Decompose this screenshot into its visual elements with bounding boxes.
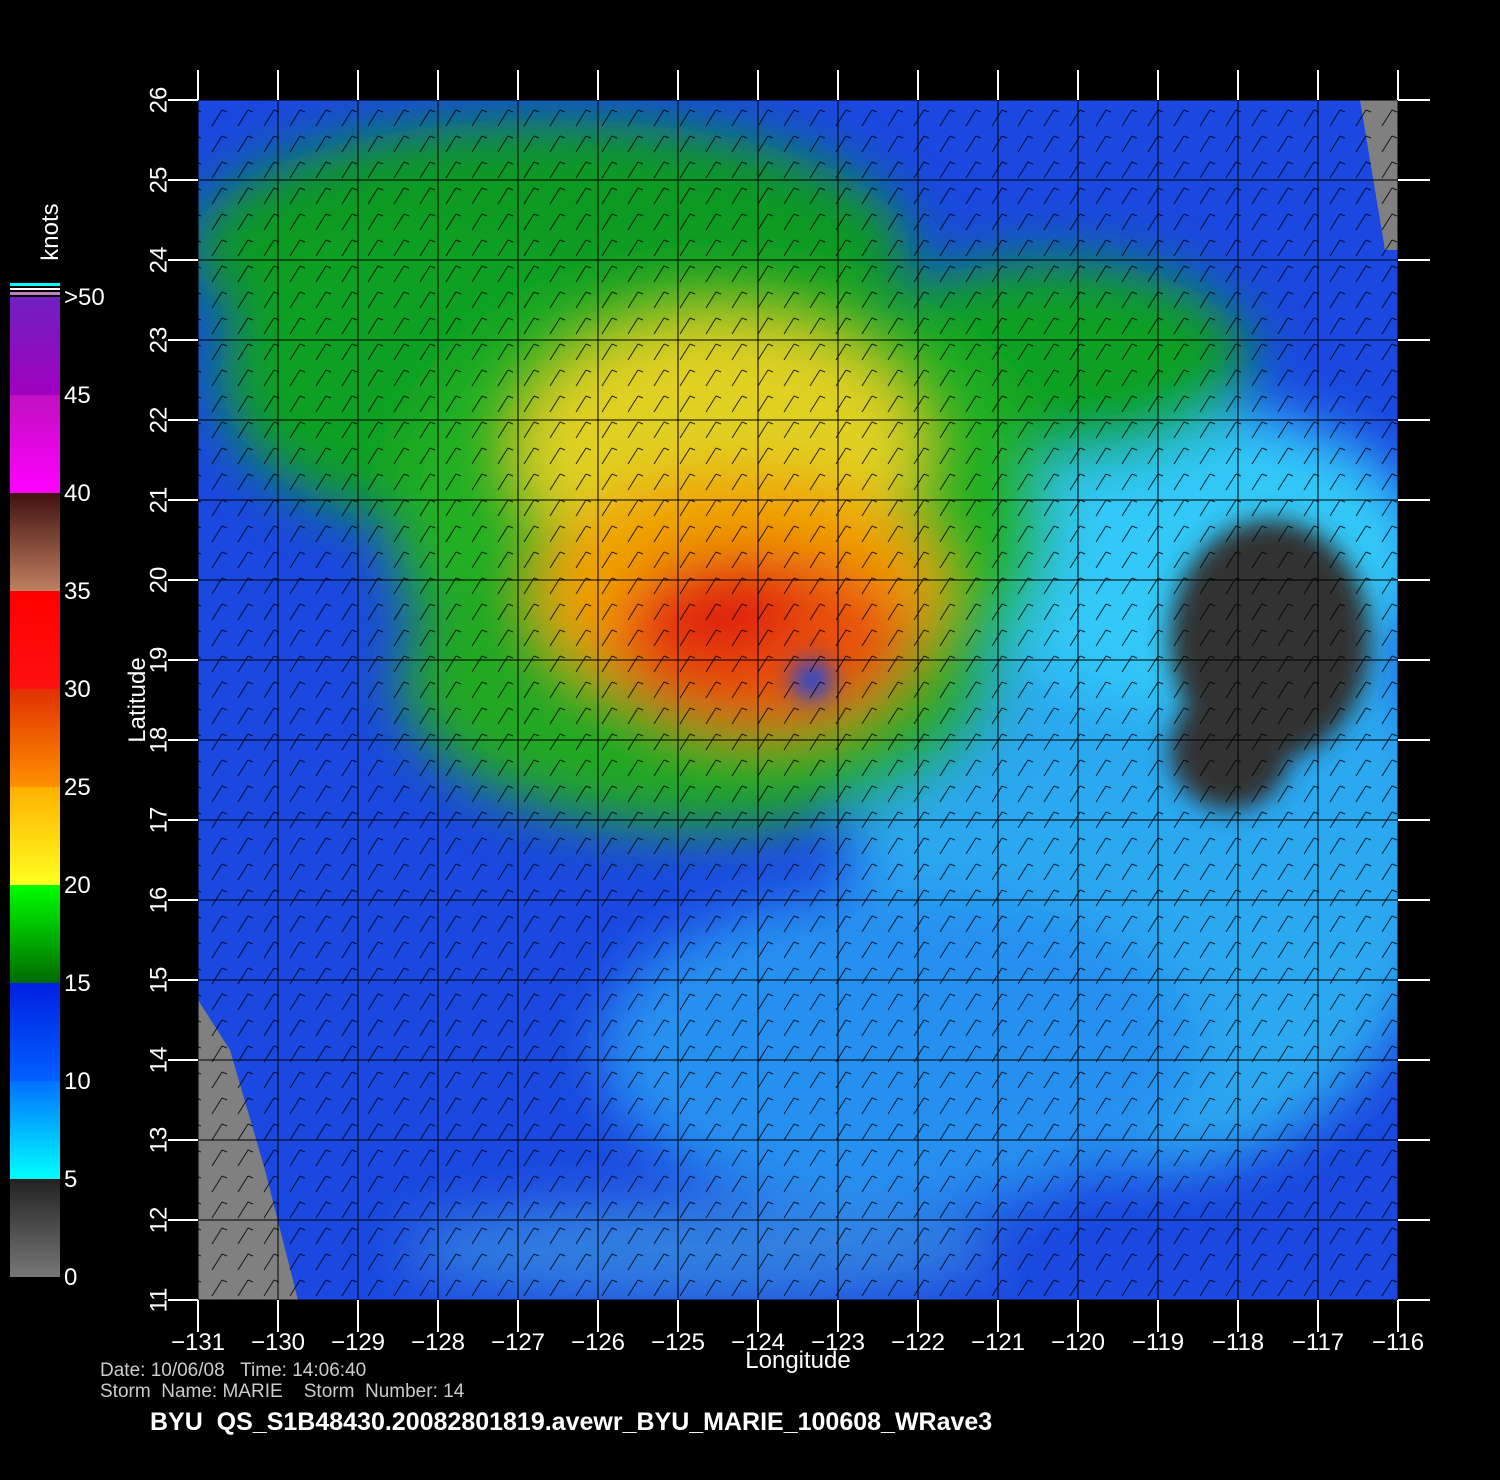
grid	[197, 99, 1399, 1301]
wind-field	[198, 100, 1398, 1300]
x-axis-label: Longitude	[745, 1347, 850, 1374]
y-tick-label: 16	[145, 887, 172, 914]
footer-storm: Storm Name: MARIE Storm Number: 14	[100, 1381, 465, 1402]
colorbar-label: 20	[64, 872, 91, 899]
x-tick-label: −116	[1372, 1329, 1424, 1356]
x-tick-label: −127	[491, 1329, 545, 1356]
footer-date: Date: 10/06/08 Time: 14:06:40	[100, 1360, 366, 1381]
colorbar-segment	[10, 591, 60, 689]
x-tick-label: −130	[251, 1329, 305, 1356]
colorbar: 0 5 10 15 20 25 30 35 40 45 >50	[10, 283, 105, 1291]
colorbar-segment	[10, 493, 60, 591]
colorbar-segment	[10, 787, 60, 885]
colorbar-segment	[10, 1179, 60, 1277]
x-tick-label: −118	[1212, 1329, 1264, 1356]
colorbar-label: 40	[64, 480, 91, 507]
colorbar-segment	[10, 983, 60, 1081]
x-tick-label: −123	[811, 1329, 865, 1356]
colorbar-label: 5	[64, 1166, 77, 1193]
y-tick-label: 18	[145, 727, 172, 754]
colorbar-label: 25	[64, 774, 91, 801]
x-tick-label: −129	[331, 1329, 385, 1356]
colorbar-segment	[10, 885, 60, 983]
y-tick-label: 14	[145, 1047, 172, 1074]
y-tick-label: 24	[145, 247, 172, 274]
y-tick-label: 22	[145, 407, 172, 434]
y-axis-label: Latitude	[124, 657, 151, 742]
colorbar-label: 15	[64, 970, 91, 997]
x-tick-label: −124	[731, 1329, 785, 1356]
y-tick-label: 21	[145, 487, 172, 514]
footer-title: BYU QS_S1B48430.20082801819.avewr_BYU_MA…	[150, 1408, 992, 1436]
y-tick-label: 12	[145, 1207, 172, 1234]
x-tick-label: −125	[651, 1329, 705, 1356]
colorbar-label: 10	[64, 1068, 91, 1095]
y-tick-label: 23	[145, 327, 172, 354]
y-tick-label: 20	[145, 567, 172, 594]
colorbar-label: 45	[64, 382, 91, 409]
x-tick-label: −126	[571, 1329, 625, 1356]
x-tick-label: −117	[1292, 1329, 1344, 1356]
colorbar-segment	[10, 689, 60, 787]
y-tick-label: 15	[145, 967, 172, 994]
y-tick-label: 13	[145, 1127, 172, 1154]
x-tick-label: −128	[411, 1329, 465, 1356]
colorbar-cap	[10, 288, 60, 290]
x-tick-label: −122	[891, 1329, 945, 1356]
axes: −131 −130 −129 −128 −127 −126 −125 −124 −123 −122…	[145, 70, 1430, 1356]
x-tick-label: −119	[1132, 1329, 1184, 1356]
colorbar-cap	[10, 292, 60, 295]
colorbar-label: >50	[64, 284, 105, 311]
colorbar-label: 35	[64, 578, 91, 605]
colorbar-label: 30	[64, 676, 91, 703]
colorbar-label: 0	[64, 1264, 77, 1291]
y-tick-label: 19	[145, 647, 172, 674]
y-tick-label: 17	[145, 807, 172, 834]
y-tick-label: 26	[145, 87, 172, 114]
colorbar-unit: knots	[37, 203, 64, 260]
x-tick-label: −121	[971, 1329, 1025, 1356]
colorbar-cap	[10, 283, 60, 286]
colorbar-segment	[10, 395, 60, 493]
colorbar-segment	[10, 297, 60, 395]
x-tick-label: −131	[171, 1329, 225, 1356]
x-tick-label: −120	[1051, 1329, 1105, 1356]
y-tick-label: 25	[145, 167, 172, 194]
colorbar-segment	[10, 1081, 60, 1179]
y-tick-label: 11	[145, 1288, 172, 1313]
